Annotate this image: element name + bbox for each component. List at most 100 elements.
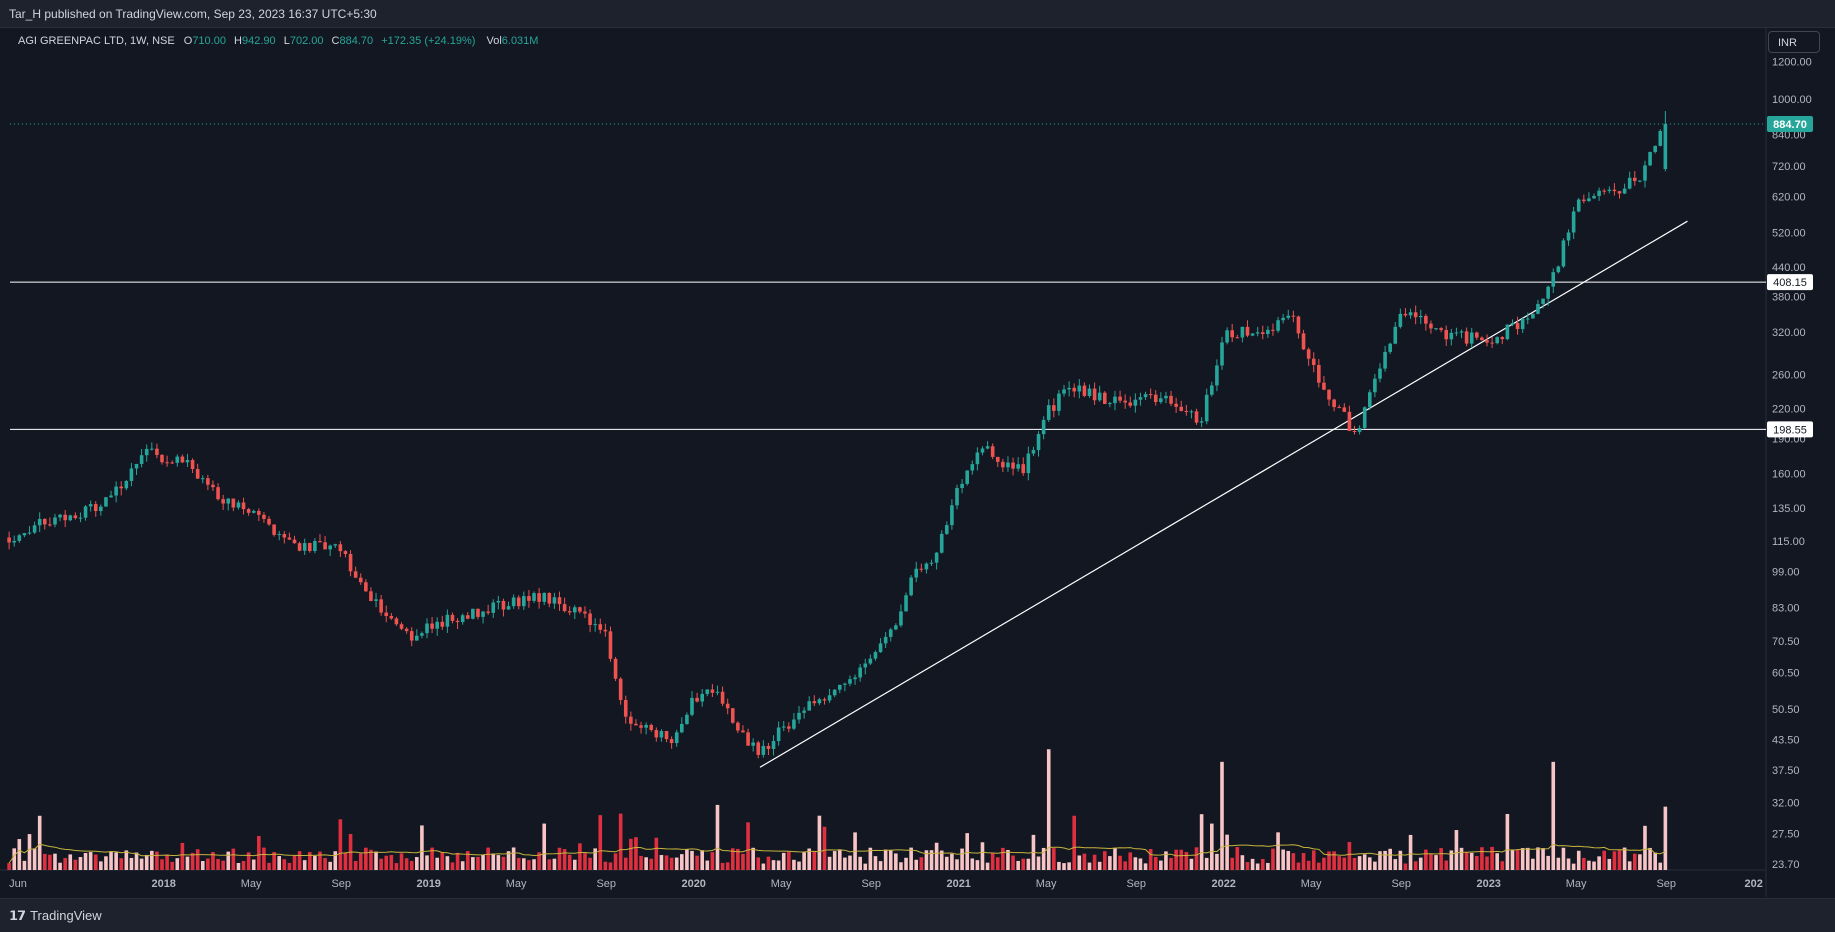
volume-bar — [160, 859, 164, 870]
high-label: H — [234, 35, 242, 47]
volume-bar — [802, 852, 806, 870]
candle-body — [1434, 328, 1438, 330]
y-tick-label: 43.50 — [1772, 735, 1800, 747]
candle-body — [1561, 240, 1566, 267]
volume-bar — [471, 857, 475, 870]
candle-body — [1169, 395, 1173, 404]
volume-bar — [17, 839, 22, 870]
volume-bar — [1255, 863, 1260, 870]
candle-body — [435, 621, 439, 629]
candle-body — [807, 701, 812, 711]
candle-body — [583, 611, 587, 614]
candle-body — [715, 691, 720, 693]
volume-bar — [1036, 856, 1041, 870]
candle-body — [1210, 385, 1214, 395]
volume-bar — [1337, 856, 1342, 870]
low-value: 702.00 — [289, 35, 324, 47]
volume-bar — [1418, 857, 1423, 870]
candle-body — [1352, 430, 1357, 432]
trend-line — [759, 220, 1688, 768]
volume-bar — [756, 857, 761, 870]
publish-info: Tar_H published on TradingView.com, Sep … — [9, 7, 377, 21]
candle-body — [1092, 388, 1097, 401]
volume-bar — [1097, 861, 1102, 870]
volume-bar — [766, 856, 771, 870]
volume-bar — [1602, 850, 1607, 870]
volume-bar — [537, 852, 541, 870]
candle-body — [374, 599, 378, 601]
candle-body — [1174, 403, 1178, 407]
candle-body — [720, 691, 725, 704]
y-tick-label: 380.00 — [1772, 292, 1806, 304]
candle-body — [257, 510, 261, 515]
candle-body — [1357, 427, 1362, 432]
volume-bar — [287, 862, 292, 870]
candle-body — [837, 684, 842, 690]
volume-bar — [1464, 852, 1469, 870]
volume-bar — [389, 855, 394, 870]
volume-bar — [491, 853, 496, 870]
volume-bar — [827, 856, 832, 870]
y-tick-label: 23.70 — [1772, 859, 1800, 871]
volume-bar — [593, 848, 597, 870]
volume-bar — [1235, 847, 1240, 870]
candle-body — [1515, 323, 1520, 330]
volume-bar — [603, 861, 608, 870]
candle-body — [1276, 320, 1280, 331]
y-tick-label: 1200.00 — [1772, 57, 1812, 69]
currency-button[interactable]: INR — [1768, 31, 1820, 53]
candle-body — [1663, 124, 1668, 169]
volume-bar — [1388, 848, 1392, 870]
candle-body — [1260, 332, 1265, 334]
volume-bar — [817, 815, 822, 870]
volume-bar — [858, 856, 862, 870]
candle-body — [195, 468, 200, 479]
volume-bar — [1617, 849, 1622, 870]
y-tick-label: 220.00 — [1772, 403, 1806, 415]
candle-body — [1067, 387, 1071, 390]
candle-body — [1159, 398, 1163, 403]
volume-bar — [608, 862, 613, 870]
x-tick-label: 2022 — [1211, 878, 1235, 890]
candle-body — [1296, 316, 1301, 334]
volume-bar — [644, 857, 648, 870]
candle-body — [109, 495, 113, 498]
brand-text: TradingView — [30, 908, 102, 923]
candle-body — [190, 460, 195, 469]
candle-body — [415, 635, 419, 641]
volume-bar — [404, 858, 409, 870]
volume-bar — [1133, 857, 1138, 870]
candle-body — [1011, 462, 1015, 469]
x-tick-label: May — [1566, 878, 1587, 890]
volume-bar — [980, 842, 985, 870]
candle-body — [1199, 421, 1204, 423]
tradingview-brand[interactable]: 𝟭𝟳 TradingView — [9, 908, 102, 924]
candle-body — [746, 732, 750, 746]
volume-bar — [848, 855, 852, 870]
volume-bar — [1597, 856, 1601, 870]
volume-bar — [37, 815, 42, 870]
close-value: 884.70 — [339, 35, 374, 47]
volume-bar — [104, 856, 108, 870]
candle-body — [139, 455, 144, 465]
candle-body — [1337, 407, 1342, 409]
volume-bar — [1648, 847, 1652, 870]
candle-body — [654, 730, 659, 738]
volume-bar — [165, 854, 169, 870]
candle-body — [1123, 400, 1127, 403]
volume-bar — [399, 853, 404, 870]
candle-body — [929, 562, 934, 564]
candle-body — [618, 678, 623, 700]
candle-body — [797, 712, 801, 720]
candle-body — [170, 462, 174, 464]
candle-body — [1536, 303, 1540, 314]
volume-bar — [430, 847, 434, 870]
candle-body — [58, 514, 62, 518]
candle-body — [1001, 461, 1005, 468]
symbol-title[interactable]: AGI GREENPAC LTD, 1W, NSE — [18, 35, 175, 47]
y-tick-label: 135.00 — [1772, 503, 1806, 515]
candle-body — [231, 498, 236, 508]
volume-bar — [1459, 847, 1464, 870]
candle-body — [822, 699, 827, 701]
